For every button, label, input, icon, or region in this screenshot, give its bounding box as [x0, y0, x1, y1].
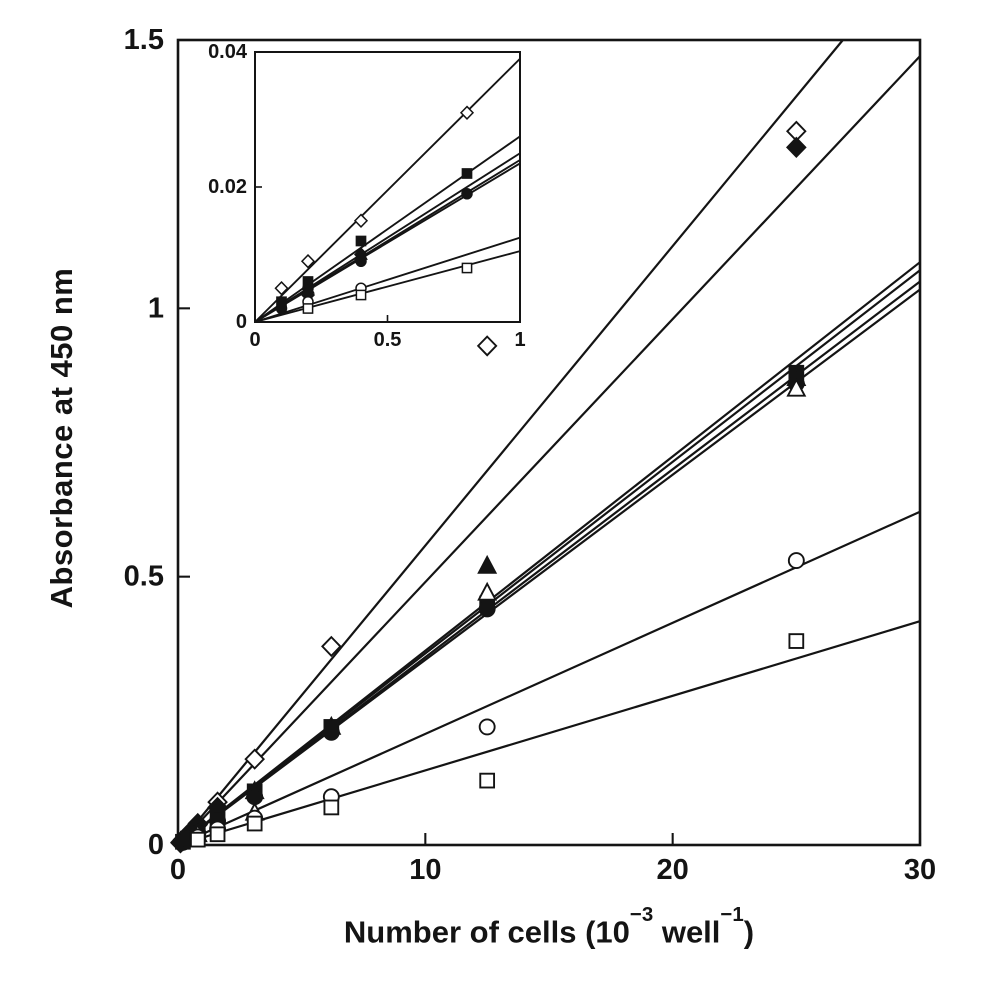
filled-triangle-marker: [244, 780, 265, 800]
open-diamond-marker: [476, 335, 498, 357]
inset-ticks: 0 0.5 1 0 0.02 0.04: [208, 41, 526, 351]
open-diamond-marker: [300, 253, 316, 269]
main-series-filled-diamond: [170, 136, 807, 854]
open-square-marker: [479, 772, 496, 789]
open-diamond-marker: [321, 635, 342, 658]
open-triangle-marker: [477, 581, 498, 601]
filled-square-marker: [355, 235, 367, 247]
filled-diamond-marker: [786, 136, 807, 158]
inset-series-open-square: [302, 262, 473, 314]
x-axis-label-exponent: −1: [720, 902, 744, 926]
open-diamond-marker: [244, 748, 265, 770]
main-x-tick-label: 20: [657, 854, 689, 886]
x-axis-label-text: well: [653, 914, 721, 950]
main-y-tick-label: 1: [148, 292, 164, 324]
inset-fit-line-filled-diamond: [254, 152, 521, 323]
main-series-markers: [170, 120, 807, 854]
main-fit-line-open-circle: [177, 510, 921, 847]
inset-fit-lines: [254, 58, 521, 323]
filled-triangle-marker: [301, 280, 315, 294]
open-square-marker: [189, 831, 206, 848]
main-y-tick-label: 0: [148, 829, 164, 861]
inset-series-markers: [274, 105, 475, 315]
filled-circle-marker: [478, 600, 496, 618]
inset-y-tick-label: 0: [236, 311, 247, 333]
filled-triangle-marker: [354, 246, 368, 260]
open-diamond-marker: [459, 105, 475, 121]
main-x-tick-label: 30: [904, 854, 936, 886]
filled-circle-marker: [461, 188, 473, 200]
filled-square-marker: [461, 168, 473, 179]
main-y-tick-label: 1.5: [124, 24, 164, 56]
open-square-marker: [461, 262, 473, 274]
open-square-marker: [323, 799, 340, 816]
main-fit-line-open-diamond: [177, 39, 844, 846]
filled-circle-marker: [275, 302, 288, 315]
x-axis-label-text: ): [743, 914, 755, 950]
open-square-marker: [355, 289, 367, 301]
main-fit-lines: [177, 39, 921, 847]
inset-series-filled-triangle: [301, 246, 368, 294]
y-axis-label: Absorbance at 450 nm: [44, 267, 79, 609]
main-fit-line-filled-diamond: [177, 55, 921, 846]
inset-x-tick-label: 1: [514, 329, 525, 351]
inset-fit-line-open-diamond: [254, 58, 521, 323]
open-diamond-marker: [353, 213, 369, 229]
open-square-marker: [788, 633, 805, 649]
main-fit-line-open-square: [177, 620, 921, 847]
filled-triangle-marker: [321, 715, 342, 735]
open-triangle-marker: [786, 377, 807, 397]
inset-fit-line-filled-triangle: [254, 162, 521, 323]
main-series-open-square: [189, 633, 805, 848]
main-y-tick-label: 0.5: [124, 561, 164, 593]
main-x-tick-label: 0: [170, 854, 186, 886]
inset-fit-line-open-square: [254, 250, 521, 323]
inset-x-tick-label: 0: [249, 329, 260, 351]
inset-y-tick-label: 0.04: [208, 41, 248, 63]
main-series-open-diamond: [170, 120, 807, 853]
main-axes-box: [176, 38, 922, 847]
x-axis-label-text: Number of cells (10: [343, 914, 630, 950]
open-circle-marker: [787, 552, 805, 570]
main-x-tick-label: 10: [409, 854, 441, 886]
inset-y-tick-label: 0.02: [208, 176, 247, 198]
filled-triangle-marker: [477, 554, 498, 574]
x-axis-label-exponent: −3: [629, 902, 654, 926]
open-circle-marker: [478, 718, 496, 736]
main-series-filled-triangle: [244, 367, 807, 800]
inset-fit-line-filled-square: [254, 135, 521, 323]
main-series-open-triangle: [187, 377, 807, 843]
open-square-marker: [246, 815, 263, 832]
inset-series-open-diamond: [274, 105, 475, 296]
open-square-marker: [302, 303, 314, 314]
open-diamond-marker: [274, 280, 289, 296]
inset-fit-line-open-circle: [254, 236, 521, 323]
inset-x-tick-label: 0.5: [374, 329, 402, 351]
main-fit-line-open-triangle: [177, 288, 921, 846]
open-square-marker: [209, 826, 226, 843]
main-fit-line-filled-triangle: [177, 269, 921, 846]
x-axis-label: Number of cells (10−3 well−1): [249, 903, 849, 950]
chart-inset: 0 0.5 1 0 0.02 0.04: [208, 41, 526, 351]
